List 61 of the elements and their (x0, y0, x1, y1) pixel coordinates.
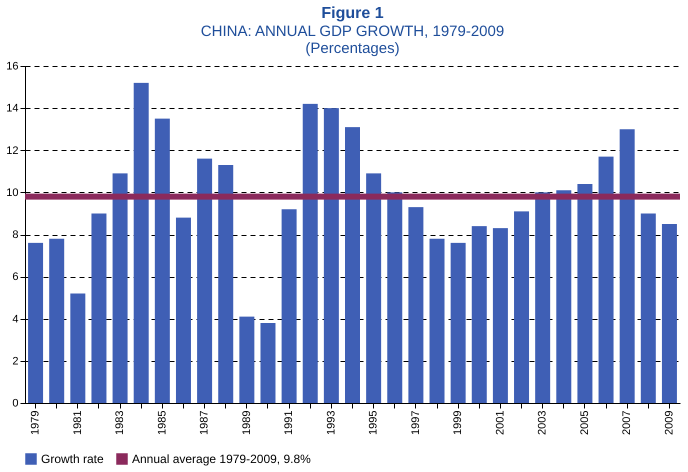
bar (556, 190, 572, 403)
bar (577, 184, 592, 403)
bar (387, 192, 402, 403)
y-tick-label: 16 (6, 60, 18, 72)
x-tick-label: 1987 (198, 410, 211, 435)
bar (197, 158, 212, 403)
chart-title: Figure 1 (321, 5, 384, 22)
bar (345, 127, 360, 403)
bar (640, 213, 656, 403)
x-tick-label: 1985 (156, 410, 168, 435)
x-tick-label: 1983 (114, 410, 126, 435)
x-tick-label: 1979 (30, 410, 42, 435)
bar (91, 213, 106, 403)
x-tick-label: 2005 (578, 410, 591, 435)
legend-label: Growth rate (41, 452, 104, 466)
y-tick-label: 10 (6, 186, 18, 199)
bar (514, 211, 530, 403)
bar (662, 224, 677, 403)
bar (450, 242, 466, 403)
y-tick-label: 8 (12, 229, 18, 241)
bar (430, 238, 445, 403)
x-tick-label: 1981 (72, 410, 84, 435)
y-tick-label: 4 (12, 313, 18, 326)
bar (70, 293, 86, 403)
bar (492, 228, 508, 403)
y-tick-label: 14 (6, 102, 18, 115)
chart-subtitle: CHINA: ANNUAL GDP GROWTH, 1979-2009 (200, 23, 504, 40)
bar (112, 173, 128, 403)
bar (620, 129, 635, 403)
bar (154, 118, 170, 403)
x-tick-label: 1993 (325, 410, 338, 435)
bar (28, 242, 44, 403)
legend-label: Annual average 1979-2009, 9.8% (132, 452, 312, 466)
bar (239, 316, 254, 403)
x-tick-label: 1989 (240, 410, 253, 435)
bar (49, 238, 64, 403)
bar (408, 207, 424, 403)
bar (302, 104, 318, 403)
bar (324, 108, 339, 403)
y-tick-label: 6 (12, 271, 18, 284)
bar (535, 192, 550, 403)
y-tick-label: 2 (12, 355, 18, 368)
bar (176, 218, 191, 403)
bar (472, 226, 487, 403)
x-tick-label: 2009 (663, 410, 676, 435)
x-tick-label: 1991 (283, 410, 296, 435)
x-tick-label: 1999 (452, 410, 464, 435)
x-tick-label: 2007 (621, 410, 634, 435)
text: (Percentages) (305, 40, 400, 57)
y-tick-label: 0 (12, 398, 18, 410)
x-tick-label: 1995 (368, 410, 380, 435)
bar (134, 82, 149, 403)
y-tick-label: 12 (6, 144, 18, 157)
bar (218, 164, 234, 403)
x-tick-label: 2003 (536, 410, 549, 435)
bar (598, 156, 614, 403)
x-tick-label: 1997 (410, 410, 422, 435)
x-tick-label: 2001 (494, 410, 506, 435)
bar (366, 173, 382, 403)
bar (260, 322, 276, 403)
bar (282, 209, 297, 403)
